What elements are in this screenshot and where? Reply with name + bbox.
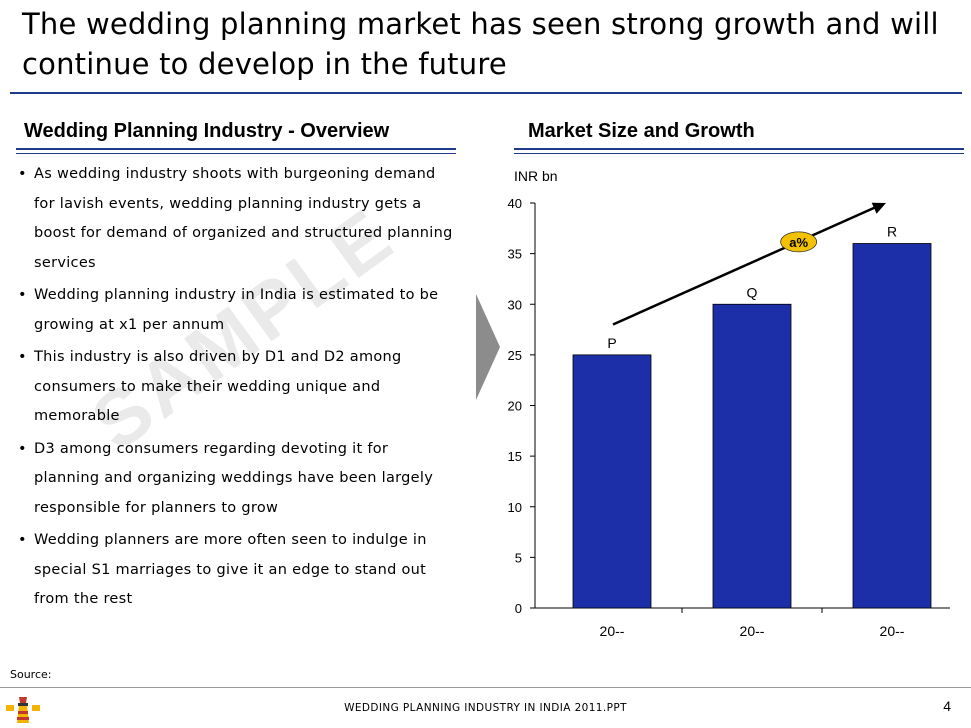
slide-title: The wedding planning market has seen str… (22, 7, 939, 81)
bar-data-label: R (887, 224, 897, 240)
source-label: Source: (10, 668, 52, 681)
y-tick-label: 0 (515, 601, 522, 616)
bullet-text: As wedding industry shoots with burgeoni… (34, 166, 453, 271)
bar-data-label: P (607, 335, 616, 351)
page-number: 4 (943, 698, 951, 714)
growth-rate-badge (780, 231, 818, 253)
title-divider (10, 92, 962, 94)
footer-divider (0, 687, 971, 688)
chart-unit-label: INR bn (514, 168, 558, 184)
lighthouse-icon (6, 697, 40, 723)
bar (712, 303, 792, 609)
overview-heading-divider (16, 148, 456, 154)
market-size-heading: Market Size and Growth (528, 120, 755, 142)
market-size-chart: INR bn 0 5 10 15 20 25 30 35 40 P 20-- Q 20-- R 20-- a% (508, 168, 950, 639)
bullet-text: This industry is also driven by D1 and D… (34, 349, 402, 424)
bullet-text: D3 among consumers regarding devoting it… (34, 440, 434, 516)
y-tick-label: 15 (508, 449, 522, 464)
y-tick-label: 25 (508, 348, 522, 363)
y-tick-label: 35 (508, 247, 522, 262)
bullet-text: Wedding planning industry in India is es… (34, 287, 439, 333)
footer-text: WEDDING PLANNING INDUSTRY IN INDIA 2011.… (344, 702, 627, 714)
bar (572, 354, 652, 609)
bullet-dot: • (18, 532, 27, 548)
x-tick-label: 20-- (740, 623, 765, 639)
bullet-item: • Wedding planners are more often seen to… (18, 526, 458, 615)
bullet-dot: • (18, 166, 27, 182)
y-tick-label: 10 (508, 500, 522, 515)
bar (852, 243, 932, 609)
y-tick-label: 30 (508, 297, 522, 312)
chevron-right-icon (476, 294, 500, 400)
growth-rate-label: a% (789, 235, 808, 250)
x-tick-label: 20-- (880, 623, 905, 639)
y-tick-label: 5 (515, 550, 522, 565)
bar-data-label: Q (747, 284, 758, 300)
x-tick-label: 20-- (600, 623, 625, 639)
bullet-item: • This industry is also driven by D1 and … (18, 343, 458, 432)
bullet-dot: • (18, 287, 27, 303)
growth-arrow-head (871, 202, 886, 214)
y-tick-label: 40 (508, 196, 522, 211)
bullet-text: Wedding planners are more often seen to … (34, 532, 427, 607)
bullet-dot: • (18, 349, 27, 365)
transition-arrow-shape (476, 294, 500, 400)
market-size-heading-divider (514, 148, 964, 154)
growth-arrow-line (612, 205, 877, 326)
bullet-dot: • (18, 440, 27, 457)
y-tick-label: 20 (508, 399, 522, 414)
overview-heading: Wedding Planning Industry - Overview (24, 120, 390, 142)
overview-bullet-list: • As wedding industry shoots with burgeon… (18, 160, 458, 618)
bullet-item: • D3 among consumers regarding devoting i… (18, 435, 458, 524)
bullet-item: • Wedding planning industry in India is e… (18, 281, 458, 340)
bullet-item: • As wedding industry shoots with burgeon… (18, 160, 458, 278)
